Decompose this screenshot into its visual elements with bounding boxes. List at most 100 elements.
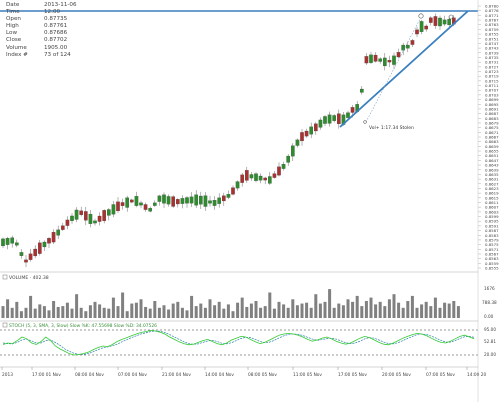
candle (291, 145, 295, 157)
candle (42, 241, 47, 248)
volume-bar (364, 301, 368, 318)
candle (415, 29, 419, 35)
price-axis-label: 0.8719 (485, 74, 499, 79)
candle (438, 17, 442, 27)
candle (148, 208, 153, 212)
candle (231, 187, 235, 195)
candle (93, 220, 97, 224)
info-value: 73 of 124 (44, 51, 71, 58)
price-axis-label: 0.8635 (485, 172, 499, 177)
candle (189, 196, 194, 204)
volume-bar (383, 306, 387, 318)
price-axis-label: 0.8595 (485, 219, 499, 224)
price-axis-label: 0.8627 (485, 181, 499, 186)
candle (235, 181, 240, 189)
volume-bar (88, 305, 92, 318)
price-axis-label: 0.8655 (485, 149, 499, 154)
time-axis: 2013 17:00 01 Nov 08:00 04 Nov 07:00 04 Nov… (1, 367, 486, 378)
price-axis-label: 0.8587 (485, 228, 499, 233)
info-label: Volume (6, 44, 27, 51)
candle (268, 176, 272, 184)
info-label: High (6, 23, 19, 30)
stoch-k-line (2, 329, 475, 356)
volume-collapse-icon[interactable] (2, 274, 8, 280)
volume-bar (153, 301, 157, 318)
info-value: 12:00 (44, 9, 61, 16)
trendline-dotted[interactable] (365, 18, 421, 123)
annotation-marker[interactable] (363, 120, 367, 124)
price-axis-label: 0.8776 (485, 8, 499, 13)
time-axis-label: 17:00 05 Nov (338, 372, 367, 378)
price-axis-label: 0.8607 (485, 205, 499, 210)
volume-bar (387, 299, 391, 318)
price-axis-label: 0.8559 (485, 261, 499, 266)
volume-axis-mid: 788.38 (482, 300, 497, 305)
candle (392, 55, 396, 65)
volume-bar (341, 305, 345, 318)
candle (56, 229, 61, 236)
info-row: Index # 73 of 124 (6, 52, 88, 59)
volume-bar (309, 307, 313, 318)
volume-bar (429, 306, 433, 318)
candle (309, 126, 314, 135)
price-axis-label: 0.8571 (485, 247, 499, 252)
candle (19, 252, 24, 256)
volume-bar (56, 306, 60, 318)
volume-bar (167, 309, 171, 318)
candle (327, 114, 332, 124)
info-row: Volume 1905.00 (6, 45, 88, 52)
candle (406, 44, 410, 49)
info-value: 0.87702 (44, 37, 68, 44)
volume-bar (226, 304, 230, 318)
volume-bar (24, 307, 28, 318)
candle (447, 18, 452, 26)
price-axis-label: 0.8639 (485, 167, 499, 172)
candle (171, 196, 176, 207)
candle (194, 194, 199, 206)
price-axis-label: 0.8695 (485, 102, 499, 107)
candle (249, 174, 254, 179)
volume-bar (438, 307, 442, 318)
candle (24, 259, 28, 263)
candle (258, 175, 263, 181)
volume-bar (410, 295, 414, 318)
price-axis-label: 0.8667 (485, 135, 499, 140)
candle (176, 199, 180, 205)
trend-anchor-marker[interactable] (418, 13, 424, 19)
volume-bar (98, 304, 102, 318)
time-axis-label: 2013 (2, 372, 13, 378)
price-axis-label: 0.8743 (485, 46, 499, 51)
price-annotation: Vol+ 1:17.34 Stolen (369, 125, 414, 131)
volume-bar (217, 301, 221, 318)
volume-bar (360, 306, 364, 318)
volume-bar (139, 299, 143, 318)
volume-bar (236, 302, 240, 318)
volume-bar (144, 306, 148, 318)
candle (419, 21, 424, 32)
volume-bar (268, 292, 272, 318)
volume-bar (29, 295, 33, 318)
info-label: Open (6, 16, 21, 23)
volume-bar (75, 294, 79, 318)
volume-bar (194, 306, 198, 318)
volume-bar (420, 304, 424, 318)
time-axis-label: 20:00 05 Nov (382, 372, 411, 378)
trend-anchor-marker-2[interactable] (448, 14, 454, 20)
info-value: 1905.00 (44, 44, 68, 51)
price-axis-label: 0.8711 (485, 83, 499, 88)
candle (300, 132, 304, 142)
price-axis: 0.87800.87760.87710.87670.87630.87590.87… (478, 4, 499, 271)
candle (254, 173, 258, 181)
volume-bar (171, 303, 175, 318)
volume-bar (447, 303, 451, 318)
stoch-collapse-icon[interactable] (2, 322, 8, 328)
candle (401, 44, 406, 51)
volume-bar (157, 307, 161, 318)
volume-bar (424, 301, 428, 318)
volume-bar (47, 310, 51, 318)
info-label: Time (6, 9, 20, 16)
volume-bar (323, 301, 327, 318)
price-axis-label: 0.8603 (485, 209, 499, 214)
trendline[interactable] (339, 10, 469, 128)
